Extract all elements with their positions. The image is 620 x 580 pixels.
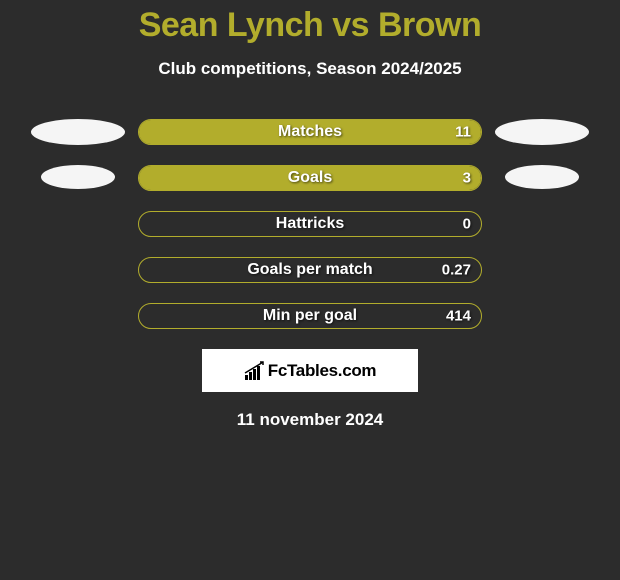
bar-value-right: 0.27 xyxy=(442,262,471,279)
stat-bar: Min per goal 414 xyxy=(138,303,482,329)
bar-label: Hattricks xyxy=(276,215,344,233)
bar-label: Min per goal xyxy=(263,307,357,325)
chart-icon xyxy=(244,361,266,381)
stat-bar: Hattricks 0 xyxy=(138,211,482,237)
stat-bar: Goals per match 0.27 xyxy=(138,257,482,283)
avatar xyxy=(495,119,589,145)
bar-value-right: 11 xyxy=(455,124,471,141)
page-subtitle: Club competitions, Season 2024/2025 xyxy=(158,59,461,79)
bar-value-right: 0 xyxy=(463,216,471,233)
root: Sean Lynch vs Brown Club competitions, S… xyxy=(0,0,620,580)
avatar xyxy=(31,119,125,145)
avatar xyxy=(505,165,579,189)
avatar xyxy=(41,165,115,189)
bar-value-right: 3 xyxy=(463,170,471,187)
stat-bar: Matches 11 xyxy=(138,119,482,145)
stat-bars: Matches 11 Goals 3 Hattricks 0 Goals per match… xyxy=(138,119,482,329)
page-title: Sean Lynch vs Brown xyxy=(139,6,482,45)
bar-label: Matches xyxy=(278,123,342,141)
stat-bar: Goals 3 xyxy=(138,165,482,191)
bar-label: Goals per match xyxy=(247,261,372,279)
bar-value-right: 414 xyxy=(446,308,471,325)
comparison-chart: Matches 11 Goals 3 Hattricks 0 Goals per match… xyxy=(0,119,620,329)
footer-logo-text: FcTables.com xyxy=(268,361,377,381)
player-right-avatars xyxy=(482,119,602,329)
player-left-avatars xyxy=(18,119,138,329)
footer-logo: FcTables.com xyxy=(202,349,418,392)
footer-date: 11 november 2024 xyxy=(237,410,383,430)
bar-label: Goals xyxy=(288,169,332,187)
